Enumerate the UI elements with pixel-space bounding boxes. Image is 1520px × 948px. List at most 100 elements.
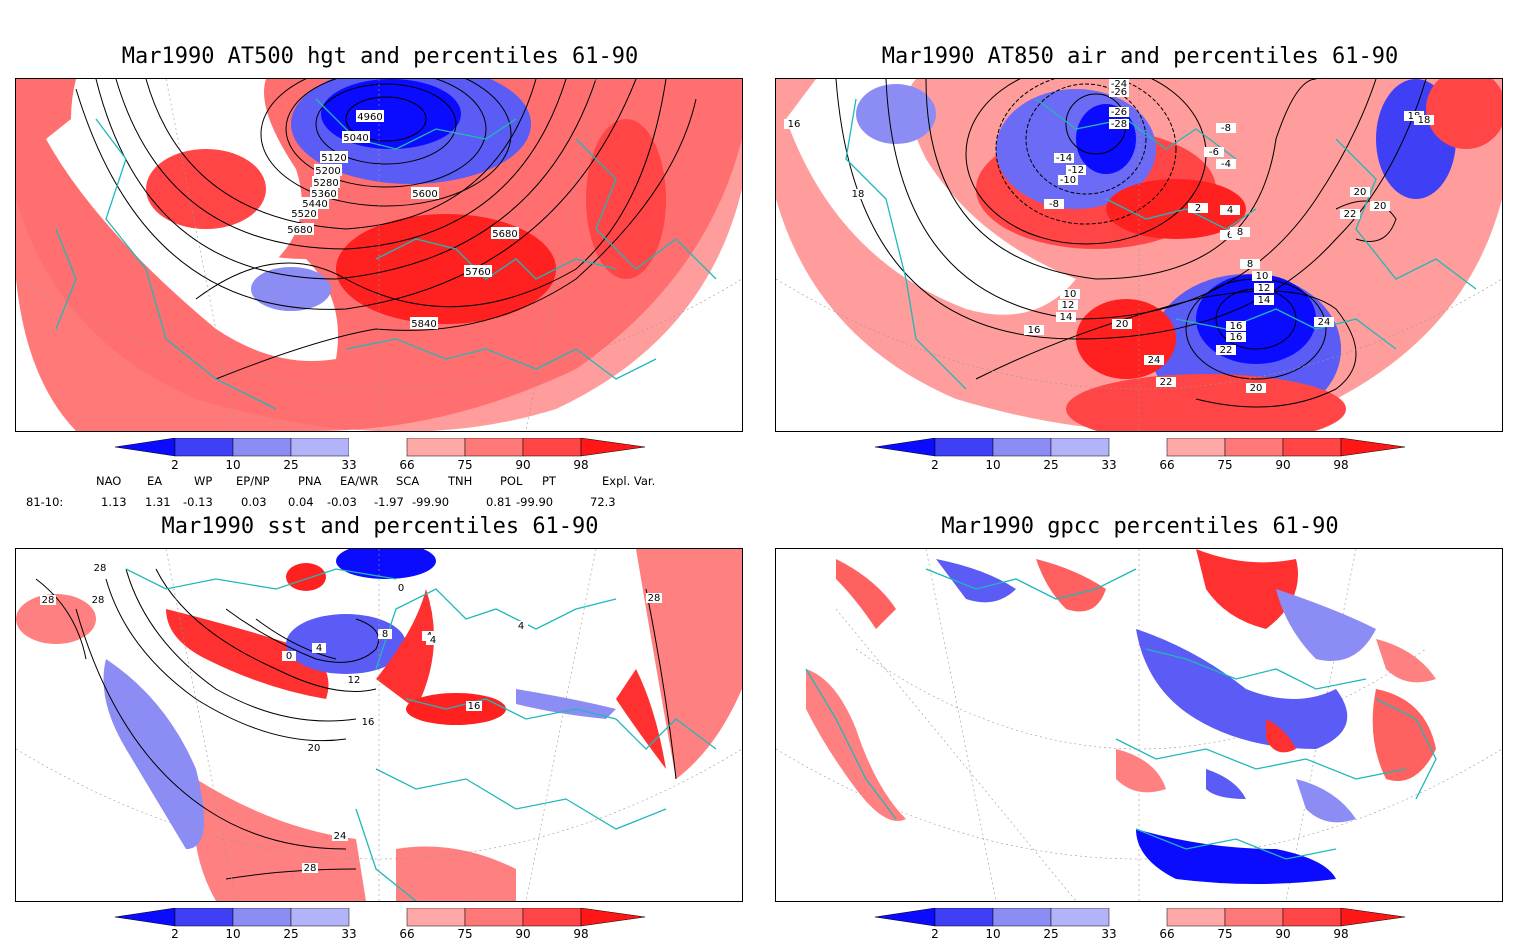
index-value: -99.90 xyxy=(516,495,554,509)
svg-text:-8: -8 xyxy=(1221,123,1231,134)
colorbar-bottom-right: 2 10 25 33 66 75 90 98 xyxy=(874,907,1406,948)
svg-text:16: 16 xyxy=(468,701,481,712)
contour-line xyxy=(75,608,347,850)
map-domain-mask xyxy=(682,749,742,901)
colorbar-tick: 33 xyxy=(341,458,356,472)
map-anomaly-blob xyxy=(406,693,506,725)
svg-text:-26: -26 xyxy=(1111,87,1127,98)
colorbar-tick: 90 xyxy=(1275,458,1290,472)
precip-region xyxy=(1136,629,1348,749)
svg-text:5840: 5840 xyxy=(411,319,436,330)
contour-line xyxy=(885,79,1377,320)
svg-text:14: 14 xyxy=(1258,295,1271,306)
svg-text:5120: 5120 xyxy=(321,153,346,164)
colorbar-tick: 2 xyxy=(931,927,939,940)
svg-text:5040: 5040 xyxy=(343,133,368,144)
svg-text:22: 22 xyxy=(1160,377,1173,388)
index-value: 0.81 xyxy=(486,495,512,509)
contour-label: 5680 xyxy=(286,223,314,236)
svg-text:4: 4 xyxy=(518,621,524,632)
colorbar-tick: 2 xyxy=(931,458,939,472)
map-anomaly-blob xyxy=(16,594,96,644)
colorbar-tick: 90 xyxy=(1275,927,1290,940)
svg-text:-6: -6 xyxy=(1209,147,1219,158)
contour-label: 8 xyxy=(1230,227,1250,238)
contour-label: 24 xyxy=(1144,355,1164,366)
contour-label: 5280 xyxy=(312,176,340,189)
colorbar-tick: 98 xyxy=(573,458,588,472)
map-anomaly-blob xyxy=(1426,79,1502,149)
colorbar-tick: 2 xyxy=(171,927,179,940)
svg-text:18: 18 xyxy=(1418,115,1431,126)
index-header: EP/NP xyxy=(236,474,270,488)
contour-line xyxy=(645,588,677,780)
coastline xyxy=(375,768,667,830)
coastline xyxy=(1115,738,1407,780)
colorbar-tick: 25 xyxy=(283,927,298,940)
contour-label: 24 xyxy=(1314,317,1334,328)
colorbar-tick: 66 xyxy=(1159,927,1174,940)
panel-title-sst: Mar1990 sst and percentiles 61-90 xyxy=(161,514,599,539)
svg-text:-26: -26 xyxy=(1111,107,1127,118)
coastline xyxy=(345,338,657,380)
map-anomaly-blob xyxy=(786,79,1076,315)
precip-region xyxy=(1136,829,1336,884)
contour-line xyxy=(255,618,337,660)
svg-text:-4: -4 xyxy=(1221,159,1231,170)
svg-text:16: 16 xyxy=(1230,332,1243,343)
map-domain-mask xyxy=(16,749,76,901)
index-header: SCA xyxy=(396,474,420,488)
svg-text:24: 24 xyxy=(334,831,347,842)
colorbar-tick: 75 xyxy=(457,458,472,472)
contour-label: 2 xyxy=(1188,203,1208,214)
contour-line xyxy=(75,79,637,310)
svg-text:16: 16 xyxy=(362,717,375,728)
precip-region xyxy=(1276,589,1376,661)
colorbar-tick: 66 xyxy=(399,927,414,940)
map-anomaly-blob xyxy=(193,779,366,901)
contour-label: -28 xyxy=(1109,119,1129,130)
panel-title-gpcc: Mar1990 gpcc percentiles 61-90 xyxy=(941,514,1339,539)
svg-text:-14: -14 xyxy=(1056,153,1072,164)
index-value: 1.31 xyxy=(145,495,171,509)
map-anomaly-blob xyxy=(166,609,329,699)
svg-text:-24: -24 xyxy=(1111,79,1127,90)
contour-line xyxy=(105,578,347,742)
svg-text:16: 16 xyxy=(788,119,801,130)
svg-text:28: 28 xyxy=(92,595,105,606)
map-sst: 28 28 28 0 4 8 12 16 20 24 28 4 4 4 16 0… xyxy=(16,549,742,901)
contour-label: 4 xyxy=(514,621,528,632)
colorbar-tick: 33 xyxy=(341,927,356,940)
precip-region xyxy=(1116,749,1166,793)
contour-label: 14 xyxy=(1056,312,1076,323)
precip-region xyxy=(1266,719,1296,753)
map-air: -24 -26 -28 -26 -12 -14 -10 -8 -8 -6 -4 … xyxy=(776,79,1502,431)
contour-label: 16 xyxy=(360,717,376,728)
coastline xyxy=(1145,648,1367,690)
svg-text:5440: 5440 xyxy=(302,199,327,210)
contour-label: 5840 xyxy=(410,317,438,330)
svg-text:12: 12 xyxy=(1062,300,1075,311)
coastline xyxy=(845,98,967,390)
svg-text:-10: -10 xyxy=(1060,175,1076,186)
index-value: -1.97 xyxy=(374,495,404,509)
contour-label: 5040 xyxy=(342,131,370,144)
svg-text:4: 4 xyxy=(1227,205,1233,216)
contour-label: -10 xyxy=(1058,175,1078,186)
precip-region xyxy=(1376,639,1436,683)
svg-text:28: 28 xyxy=(648,593,661,604)
svg-text:22: 22 xyxy=(1344,209,1357,220)
contour-label: 28 xyxy=(40,595,56,606)
map-domain-mask xyxy=(776,749,836,901)
graticule-line xyxy=(776,748,1502,860)
index-value: 0.04 xyxy=(288,495,314,509)
contour-label: 5200 xyxy=(314,164,342,177)
contour-label: 10 xyxy=(1252,271,1272,282)
map-anomaly-blob xyxy=(103,659,204,849)
colorbar-tick: 33 xyxy=(1101,927,1116,940)
precip-region xyxy=(1372,689,1436,781)
contour-line xyxy=(285,79,487,188)
contour-label: -8 xyxy=(1216,123,1236,134)
colorbar-tick: 66 xyxy=(1159,458,1174,472)
svg-text:-8: -8 xyxy=(1049,199,1059,210)
